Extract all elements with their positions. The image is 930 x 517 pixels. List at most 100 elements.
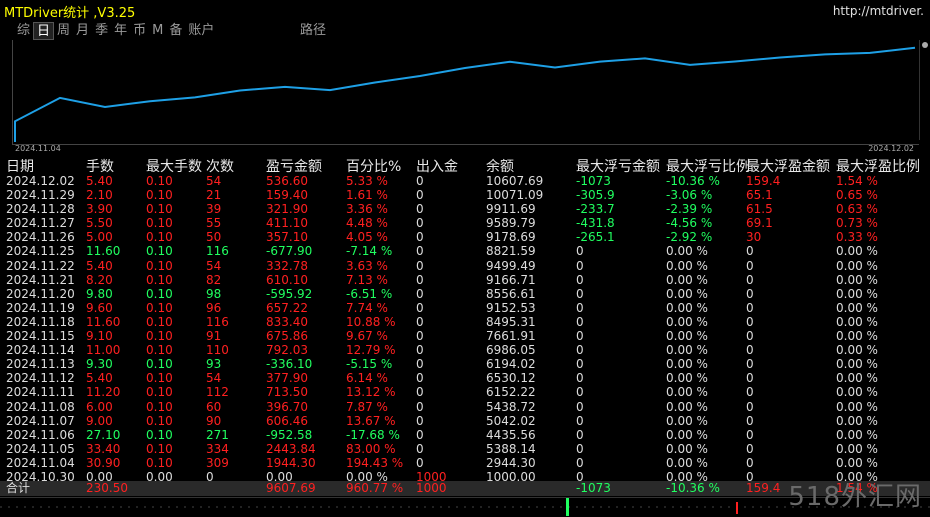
table-row[interactable]: 2024.11.07 9.00 0.10 90 606.46 13.67 % 0 5042.0… [0, 414, 930, 428]
table-row[interactable]: 2024.11.14 11.00 0.10 110 792.03 12.79 % 0 6986… [0, 343, 930, 357]
balance-chart [12, 40, 919, 145]
table-row[interactable]: 2024.11.13 9.30 0.10 93 -336.10 -5.15 % 0 6194.… [0, 357, 930, 371]
cell-max_lots: 0.10 [146, 385, 173, 400]
tab-path[interactable]: 路径 [300, 23, 327, 38]
column-header[interactable]: 出入金 [416, 159, 458, 175]
table-row[interactable]: 2024.11.08 6.00 0.10 60 396.70 7.87 % 0 5438.72… [0, 400, 930, 414]
table-row[interactable]: 2024.11.29 2.10 0.10 21 159.40 1.61 % 0 10071.0… [0, 188, 930, 202]
column-header[interactable]: 最大浮盈金额 [746, 159, 830, 175]
cell-mfp: 30 [746, 230, 762, 245]
column-header[interactable]: 最大手数 [146, 159, 202, 175]
tab-9[interactable]: 账户 [188, 23, 215, 38]
cell-date: 2024.11.18 [6, 314, 75, 329]
table-row[interactable]: 2024.11.11 11.20 0.10 112 713.50 13.12 % 0 6152… [0, 385, 930, 399]
table-row[interactable]: 2024.11.25 11.60 0.10 116 -677.90 -7.14 % 0 882… [0, 244, 930, 258]
cell-date: 2024.11.13 [6, 357, 75, 372]
cell-mfl: 0 [576, 272, 584, 287]
cell-pct: -7.14 % [346, 244, 393, 259]
tab-5[interactable]: 年 [114, 23, 128, 38]
cell-pnl: 606.46 [266, 413, 308, 428]
tab-6[interactable]: 币 [133, 23, 147, 38]
cell-bal: 9499.49 [486, 258, 536, 273]
total-lots: 230.50 [86, 481, 128, 495]
cell-bal: 6986.05 [486, 343, 536, 358]
tab-8[interactable]: 备 [169, 23, 183, 38]
cell-count: 82 [206, 272, 222, 287]
table-row[interactable]: 2024.11.22 5.40 0.10 54 332.78 3.63 % 0 9499.49… [0, 259, 930, 273]
cell-max_lots: 0.10 [146, 329, 173, 344]
column-header[interactable]: 最大浮亏金额 [576, 159, 660, 175]
cell-pnl: 536.60 [266, 174, 308, 188]
tab-0[interactable]: 综 [17, 23, 31, 38]
cell-mfl: 0 [576, 286, 584, 301]
cell-date: 2024.11.07 [6, 413, 75, 428]
cell-mflp: 0.00 % [666, 399, 708, 414]
cell-count: 110 [206, 343, 229, 358]
cell-pnl: -677.90 [266, 244, 313, 259]
cell-pct: 5.33 % [346, 174, 388, 188]
table-row[interactable]: 2024.11.20 9.80 0.10 98 -595.92 -6.51 % 0 8556.… [0, 287, 930, 301]
tab-3[interactable]: 月 [76, 23, 90, 38]
chart-scrollbar[interactable] [919, 40, 930, 140]
table-row[interactable]: 2024.11.28 3.90 0.10 39 321.90 3.36 % 0 9911.69… [0, 202, 930, 216]
column-header[interactable]: 日期 [6, 159, 34, 175]
table-row[interactable]: 2024.10.30 0.00 0.00 0 0.00 0.00 % 1000 1000.00… [0, 470, 930, 484]
cell-count: 112 [206, 385, 229, 400]
tab-4[interactable]: 季 [95, 23, 109, 38]
cell-lots: 3.90 [86, 202, 113, 217]
column-header[interactable]: 最大浮亏比例 [666, 159, 750, 175]
column-header[interactable]: 手数 [86, 159, 114, 175]
cell-io: 0 [416, 300, 424, 315]
cell-lots: 5.00 [86, 230, 113, 245]
table-row[interactable]: 2024.11.06 27.10 0.10 271 -952.58 -17.68 % 0 44… [0, 428, 930, 442]
column-header[interactable]: 百分比% [346, 159, 402, 175]
tab-2[interactable]: 周 [57, 23, 71, 38]
cell-pct: 6.14 % [346, 371, 388, 386]
column-header[interactable]: 余额 [486, 159, 514, 175]
cell-pct: -6.51 % [346, 286, 393, 301]
column-header[interactable]: 最大浮盈比例 [836, 159, 920, 175]
cell-io: 0 [416, 314, 424, 329]
cell-pnl: 675.86 [266, 329, 308, 344]
table-row[interactable]: 2024.11.15 9.10 0.10 91 675.86 9.67 % 0 7661.91… [0, 329, 930, 343]
cell-bal: 7661.91 [486, 329, 536, 344]
cell-pnl: 377.90 [266, 371, 308, 386]
cell-count: 54 [206, 258, 222, 273]
cell-pnl: 396.70 [266, 399, 308, 414]
cell-mflp: -3.06 % [666, 188, 713, 203]
cell-bal: 5388.14 [486, 441, 536, 456]
cell-mfp: 0 [746, 385, 754, 400]
cell-max_lots: 0.10 [146, 188, 173, 203]
table-row[interactable]: 2024.11.05 33.40 0.10 334 2443.84 83.00 % 0 538… [0, 442, 930, 456]
cell-pct: 10.88 % [346, 314, 396, 329]
scroll-thumb[interactable] [922, 42, 928, 48]
table-row[interactable]: 2024.11.12 5.40 0.10 54 377.90 6.14 % 0 6530.12… [0, 371, 930, 385]
tab-7[interactable]: M [152, 23, 164, 38]
cell-mflp: -2.92 % [666, 230, 713, 245]
cell-mfl: -233.7 [576, 202, 615, 217]
cell-mflp: -4.56 % [666, 216, 713, 231]
cell-bal: 8556.61 [486, 286, 536, 301]
table-row[interactable]: 2024.11.26 5.00 0.10 50 357.10 4.05 % 0 9178.69… [0, 230, 930, 244]
cell-mflp: 0.00 % [666, 286, 708, 301]
table-row[interactable]: 2024.11.19 9.60 0.10 96 657.22 7.74 % 0 9152.53… [0, 301, 930, 315]
cell-count: 50 [206, 230, 222, 245]
table-row[interactable]: 2024.11.04 30.90 0.10 309 1944.30 194.43 % 0 29… [0, 456, 930, 470]
cell-pct: 12.79 % [346, 343, 396, 358]
cell-mfpp: 0.00 % [836, 371, 878, 386]
balance-chart-svg [14, 46, 916, 142]
cell-lots: 9.10 [86, 329, 113, 344]
tab-1[interactable]: 日 [33, 22, 55, 40]
table-header: 日期 手数 最大手数 次数 盈亏金额 百分比% 出入金 余额 最大浮亏金额 最大浮亏比例 最大浮盈金… [0, 156, 930, 175]
cell-max_lots: 0.10 [146, 413, 173, 428]
cell-io: 0 [416, 216, 424, 231]
table-row[interactable]: 2024.11.27 5.50 0.10 55 411.10 4.48 % 0 9589.79… [0, 216, 930, 230]
column-header[interactable]: 盈亏金额 [266, 159, 322, 175]
cell-mflp: 0.00 % [666, 469, 708, 484]
column-header[interactable]: 次数 [206, 159, 234, 175]
app-url-link[interactable]: http://mtdriver. [832, 4, 924, 18]
table-row[interactable]: 2024.11.21 8.20 0.10 82 610.10 7.13 % 0 9166.71… [0, 273, 930, 287]
table-row[interactable]: 2024.12.02 5.40 0.10 54 536.60 5.33 % 0 10607.6… [0, 174, 930, 188]
table-row[interactable]: 2024.11.18 11.60 0.10 116 833.40 10.88 % 0 8495… [0, 315, 930, 329]
cell-mfl: 0 [576, 455, 584, 470]
